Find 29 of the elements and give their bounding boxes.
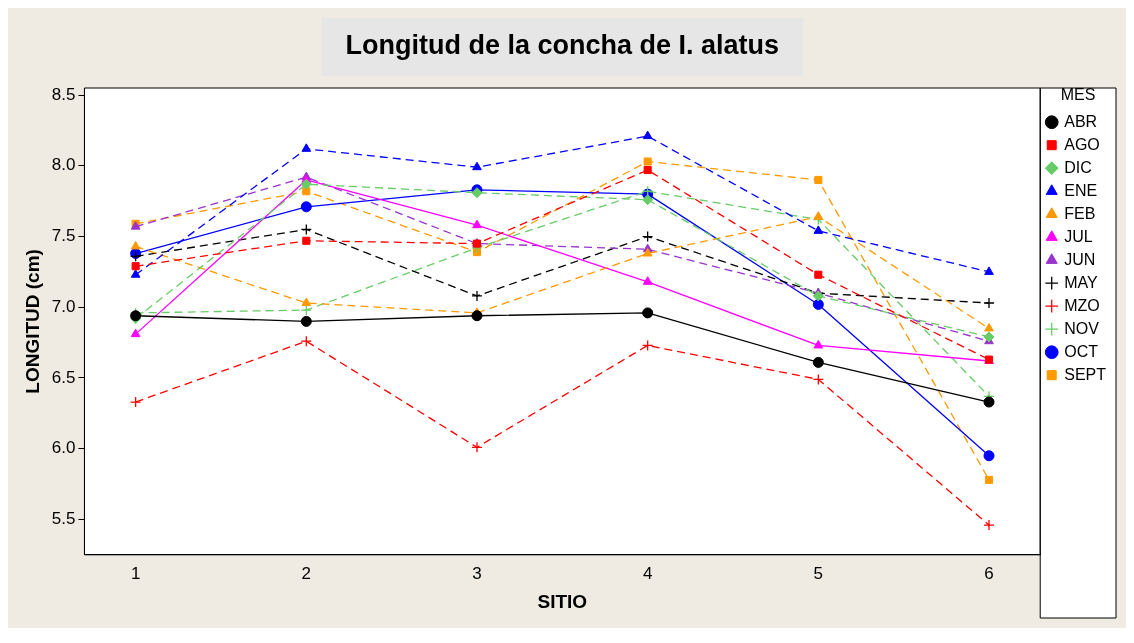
legend-label: AGO <box>1064 135 1100 153</box>
y-tick-label: 7.0 <box>51 296 76 316</box>
y-tick-label: 6.0 <box>51 438 76 458</box>
legend-label: ENE <box>1064 181 1098 199</box>
legend-label: DIC <box>1064 158 1092 176</box>
chart-title: Longitud de la concha de I. alatus <box>345 30 780 61</box>
x-tick-label: 3 <box>472 563 482 583</box>
y-axis-title: LONGITUD (cm) <box>21 249 43 394</box>
y-tick-label: 8.0 <box>51 155 76 175</box>
legend-label: NOV <box>1064 319 1100 337</box>
y-tick-label: 6.5 <box>51 367 76 387</box>
x-tick-label: 4 <box>642 563 653 583</box>
legend-label: JUL <box>1064 227 1093 245</box>
x-axis-title: SITIO <box>537 590 588 612</box>
x-tick-label: 1 <box>130 563 141 583</box>
legend-label: SEPT <box>1064 365 1107 383</box>
y-tick-label: 7.5 <box>51 226 76 246</box>
legend-title: MES <box>1060 86 1096 104</box>
x-tick-label: 5 <box>813 563 824 583</box>
x-tick-label: 6 <box>984 563 994 583</box>
y-tick-label: 5.5 <box>51 509 76 529</box>
legend-label: FEB <box>1064 204 1096 222</box>
legend-label: OCT <box>1064 342 1099 360</box>
x-tick-label: 2 <box>301 563 312 583</box>
legend-label: JUN <box>1064 250 1096 268</box>
legend-label: ABR <box>1064 112 1098 130</box>
legend-label: MAY <box>1064 273 1099 291</box>
legend-label: MZO <box>1064 296 1100 314</box>
y-tick-label: 8.5 <box>51 84 76 104</box>
